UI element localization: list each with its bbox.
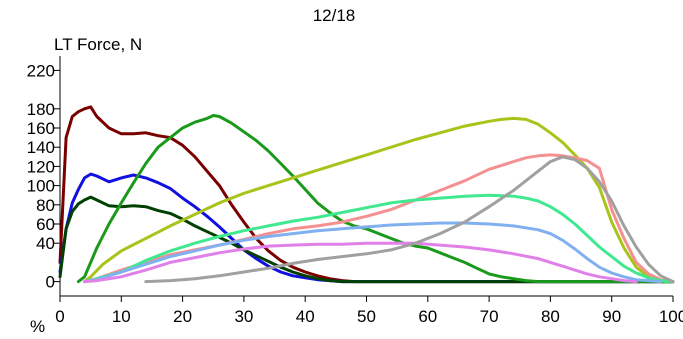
y-tick-label: 0 — [46, 273, 55, 292]
y-tick-label: 160 — [27, 119, 55, 138]
x-tick-label: 0 — [55, 307, 64, 326]
x-tick-label: 10 — [112, 307, 131, 326]
y-tick-label: 40 — [36, 234, 55, 253]
series-line-9 — [85, 243, 637, 281]
x-tick-label: 100 — [659, 307, 683, 326]
y-tick-label: 60 — [36, 215, 55, 234]
series-line-7 — [85, 195, 674, 281]
y-tick-label: 180 — [27, 100, 55, 119]
series-lines — [60, 107, 673, 282]
x-tick-label: 60 — [418, 307, 437, 326]
y-tick-label: 120 — [27, 157, 55, 176]
y-tick-label: 80 — [36, 196, 55, 215]
y-tick-label: 220 — [27, 61, 55, 80]
x-axis-ticks: 0 10 20 30 40 50 60 70 80 90 100 — [55, 296, 683, 326]
x-tick-label: 50 — [357, 307, 376, 326]
y-tick-label: 100 — [27, 177, 55, 196]
y-axis-label: LT Force, N — [54, 35, 142, 54]
x-tick-label: 40 — [296, 307, 315, 326]
x-tick-label: 30 — [234, 307, 253, 326]
x-tick-label: 70 — [480, 307, 499, 326]
chart-title: 12/18 — [313, 6, 356, 25]
x-tick-label: 90 — [602, 307, 621, 326]
x-tick-label: 80 — [541, 307, 560, 326]
x-axis-unit-label: % — [30, 317, 45, 336]
x-tick-label: 20 — [173, 307, 192, 326]
y-tick-label: 140 — [27, 138, 55, 157]
